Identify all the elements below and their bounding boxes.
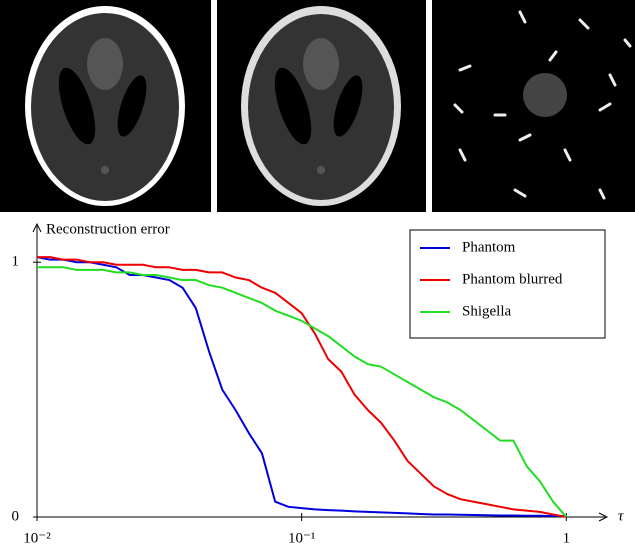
y-tick-label: 0 xyxy=(12,508,20,524)
phantom-image xyxy=(0,0,211,212)
y-arrow xyxy=(32,222,42,233)
y-tick-label: 1 xyxy=(12,254,20,270)
phantom-blurred-image xyxy=(217,0,426,212)
y-axis-label: Reconstruction error xyxy=(46,221,170,237)
x-tick-label: 1 xyxy=(563,530,571,546)
x-axis-label: τ xyxy=(618,508,624,524)
chart: Reconstruction error τ 10⁻² 10⁻¹ 1 0 1 Phanto… xyxy=(12,221,625,546)
x-tick-label: 10⁻¹ xyxy=(288,530,315,546)
x-arrow xyxy=(598,512,609,522)
x-tick-label: 10⁻² xyxy=(23,530,51,546)
legend-label: Phantom blurred xyxy=(462,271,563,287)
series-line xyxy=(37,266,568,518)
legend-label: Phantom xyxy=(462,239,516,255)
series-line xyxy=(37,256,567,518)
legend-label: Shigella xyxy=(462,303,512,319)
shigella-image xyxy=(432,0,635,212)
